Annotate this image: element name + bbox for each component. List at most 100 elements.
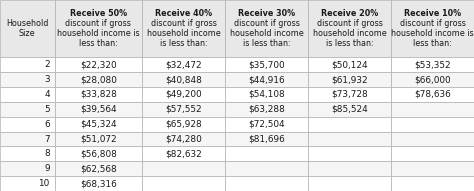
Bar	[391, 146, 474, 161]
Bar	[142, 146, 225, 161]
Bar	[0, 102, 55, 117]
Text: $66,000: $66,000	[414, 75, 451, 84]
Text: $82,632: $82,632	[165, 149, 202, 158]
Text: $53,352: $53,352	[414, 60, 451, 69]
Text: 6: 6	[44, 120, 50, 129]
Text: is less than:: is less than:	[326, 39, 374, 48]
Text: 4: 4	[44, 90, 50, 99]
Bar	[0, 117, 55, 132]
Text: Receive 50%: Receive 50%	[70, 9, 127, 18]
Text: 8: 8	[44, 149, 50, 158]
Bar	[55, 132, 142, 146]
Bar	[225, 102, 308, 117]
Text: $45,324: $45,324	[80, 120, 117, 129]
Bar	[391, 87, 474, 102]
Bar	[142, 102, 225, 117]
Bar	[308, 146, 391, 161]
Text: $32,472: $32,472	[165, 60, 202, 69]
Bar	[55, 102, 142, 117]
Text: $61,932: $61,932	[331, 75, 368, 84]
Text: household income is: household income is	[57, 29, 140, 38]
Text: $54,108: $54,108	[248, 90, 285, 99]
Bar	[142, 132, 225, 146]
Bar	[142, 72, 225, 87]
Text: $35,700: $35,700	[248, 60, 285, 69]
Text: 9: 9	[44, 164, 50, 173]
Text: $72,504: $72,504	[248, 120, 285, 129]
Bar	[55, 0, 142, 57]
Bar	[225, 117, 308, 132]
Text: $40,848: $40,848	[165, 75, 202, 84]
Bar	[0, 161, 55, 176]
Bar	[0, 146, 55, 161]
Text: $28,080: $28,080	[80, 75, 117, 84]
Text: discount if gross: discount if gross	[400, 19, 465, 28]
Bar	[225, 87, 308, 102]
Bar	[225, 57, 308, 72]
Bar	[308, 72, 391, 87]
Text: $78,636: $78,636	[414, 90, 451, 99]
Bar	[0, 132, 55, 146]
Text: $56,808: $56,808	[80, 149, 117, 158]
Bar	[391, 57, 474, 72]
Bar	[142, 176, 225, 191]
Text: less than:: less than:	[79, 39, 118, 48]
Bar	[225, 0, 308, 57]
Text: $85,524: $85,524	[331, 105, 368, 114]
Bar	[142, 161, 225, 176]
Text: Size: Size	[19, 29, 36, 38]
Text: Receive 40%: Receive 40%	[155, 9, 212, 18]
Bar	[308, 0, 391, 57]
Text: $39,564: $39,564	[80, 105, 117, 114]
Bar	[308, 117, 391, 132]
Text: $44,916: $44,916	[248, 75, 285, 84]
Text: discount if gross: discount if gross	[65, 19, 131, 28]
Text: discount if gross: discount if gross	[234, 19, 300, 28]
Text: $50,124: $50,124	[331, 60, 368, 69]
Text: $63,288: $63,288	[248, 105, 285, 114]
Bar	[308, 132, 391, 146]
Bar	[142, 117, 225, 132]
Text: discount if gross: discount if gross	[151, 19, 217, 28]
Bar	[225, 72, 308, 87]
Bar	[0, 0, 55, 57]
Bar	[55, 87, 142, 102]
Bar	[142, 0, 225, 57]
Bar	[308, 176, 391, 191]
Text: $65,928: $65,928	[165, 120, 202, 129]
Bar	[391, 102, 474, 117]
Bar	[0, 72, 55, 87]
Text: less than:: less than:	[413, 39, 452, 48]
Text: is less than:: is less than:	[160, 39, 208, 48]
Bar	[55, 161, 142, 176]
Text: $73,728: $73,728	[331, 90, 368, 99]
Bar	[391, 72, 474, 87]
Bar	[308, 102, 391, 117]
Text: $81,696: $81,696	[248, 134, 285, 143]
Bar	[55, 117, 142, 132]
Text: $22,320: $22,320	[80, 60, 117, 69]
Text: $51,072: $51,072	[80, 134, 117, 143]
Text: 5: 5	[44, 105, 50, 114]
Bar	[0, 87, 55, 102]
Text: Receive 10%: Receive 10%	[404, 9, 461, 18]
Text: household income is: household income is	[391, 29, 474, 38]
Text: 10: 10	[38, 179, 50, 188]
Text: $68,316: $68,316	[80, 179, 117, 188]
Bar	[142, 87, 225, 102]
Bar	[225, 176, 308, 191]
Text: $62,568: $62,568	[80, 164, 117, 173]
Bar	[391, 132, 474, 146]
Bar	[391, 161, 474, 176]
Bar	[308, 57, 391, 72]
Bar	[55, 176, 142, 191]
Bar	[391, 176, 474, 191]
Bar	[55, 72, 142, 87]
Text: $57,552: $57,552	[165, 105, 202, 114]
Text: Receive 30%: Receive 30%	[238, 9, 295, 18]
Text: household income: household income	[147, 29, 220, 38]
Text: Household: Household	[6, 19, 48, 28]
Text: is less than:: is less than:	[243, 39, 291, 48]
Text: 7: 7	[44, 134, 50, 143]
Bar	[225, 132, 308, 146]
